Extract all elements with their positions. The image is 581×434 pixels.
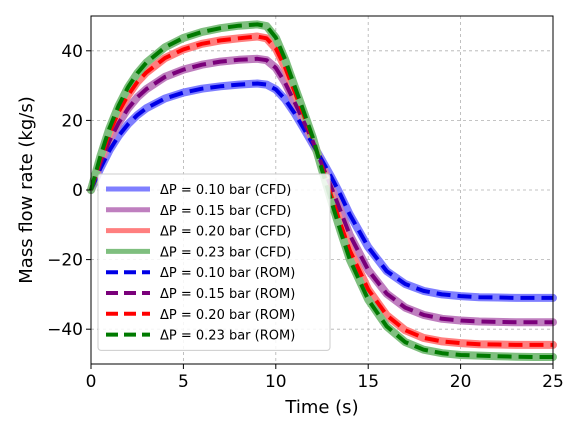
y-tick-label: 20 [61, 111, 83, 131]
x-tick-label: 10 [265, 372, 287, 392]
legend-label: ΔP = 0.15 bar (ROM) [160, 287, 295, 302]
x-tick-label: 0 [86, 372, 97, 392]
legend: ΔP = 0.10 bar (CFD) ΔP = 0.15 bar (CFD) ΔP… [97, 173, 331, 351]
x-tick-label: 5 [178, 372, 189, 392]
x-axis-label: Time (s) [284, 397, 358, 418]
y-tick-label: 0 [72, 181, 83, 201]
x-tick-label: 15 [357, 372, 379, 392]
series-line-7 [89, 34, 553, 347]
x-axis: 0 5 10 15 20 25 [86, 364, 564, 392]
legend-label: ΔP = 0.20 bar (CFD) [160, 225, 291, 240]
series-line-5 [89, 81, 553, 300]
series-line-8 [89, 22, 553, 359]
legend-label: ΔP = 0.23 bar (ROM) [160, 329, 295, 344]
x-tick-label: 25 [542, 372, 564, 392]
legend-label: ΔP = 0.10 bar (CFD) [160, 183, 291, 198]
legend-label: ΔP = 0.15 bar (CFD) [160, 204, 291, 219]
y-axis: −40 −20 0 20 40 [47, 42, 91, 340]
y-axis-label: Mass flow rate (kg/s) [16, 96, 37, 283]
legend-label: ΔP = 0.20 bar (ROM) [160, 308, 295, 323]
legend-label: ΔP = 0.10 bar (ROM) [160, 266, 295, 281]
y-tick-label: −20 [47, 251, 83, 271]
legend-box [97, 173, 331, 351]
series-line-6 [89, 56, 553, 325]
series-layer [87, 20, 557, 361]
legend-label: ΔP = 0.23 bar (CFD) [160, 245, 291, 260]
x-tick-label: 20 [450, 372, 472, 392]
y-tick-label: −40 [47, 320, 83, 340]
y-tick-label: 40 [61, 42, 83, 62]
